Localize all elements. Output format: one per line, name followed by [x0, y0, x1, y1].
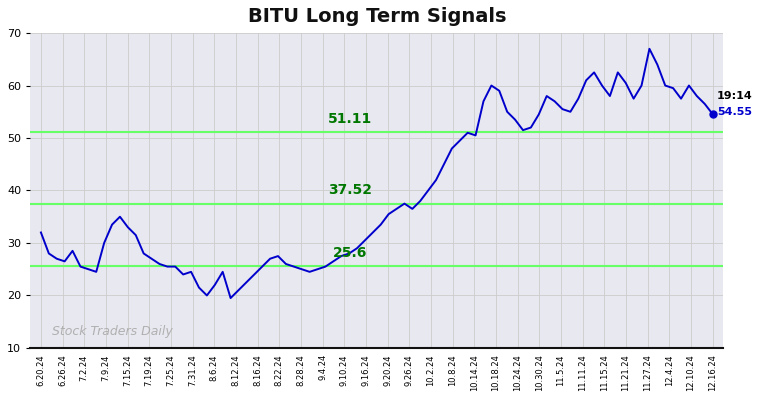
Text: 37.52: 37.52: [328, 183, 372, 197]
Text: Stock Traders Daily: Stock Traders Daily: [52, 325, 172, 338]
Text: 54.55: 54.55: [717, 107, 752, 117]
Text: 25.6: 25.6: [332, 246, 367, 260]
Text: 19:14: 19:14: [717, 91, 753, 101]
Title: BITU Long Term Signals: BITU Long Term Signals: [248, 7, 506, 26]
Text: 51.11: 51.11: [328, 112, 372, 126]
